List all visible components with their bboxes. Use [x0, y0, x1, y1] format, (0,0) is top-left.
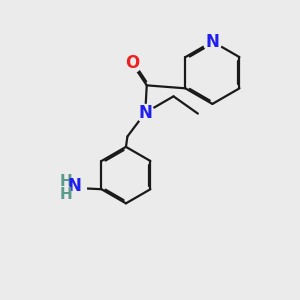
Text: H: H	[60, 187, 73, 202]
Text: N: N	[138, 104, 152, 122]
Text: N: N	[206, 32, 219, 50]
Text: N: N	[67, 177, 81, 195]
Text: H: H	[60, 174, 73, 189]
Text: O: O	[125, 54, 139, 72]
